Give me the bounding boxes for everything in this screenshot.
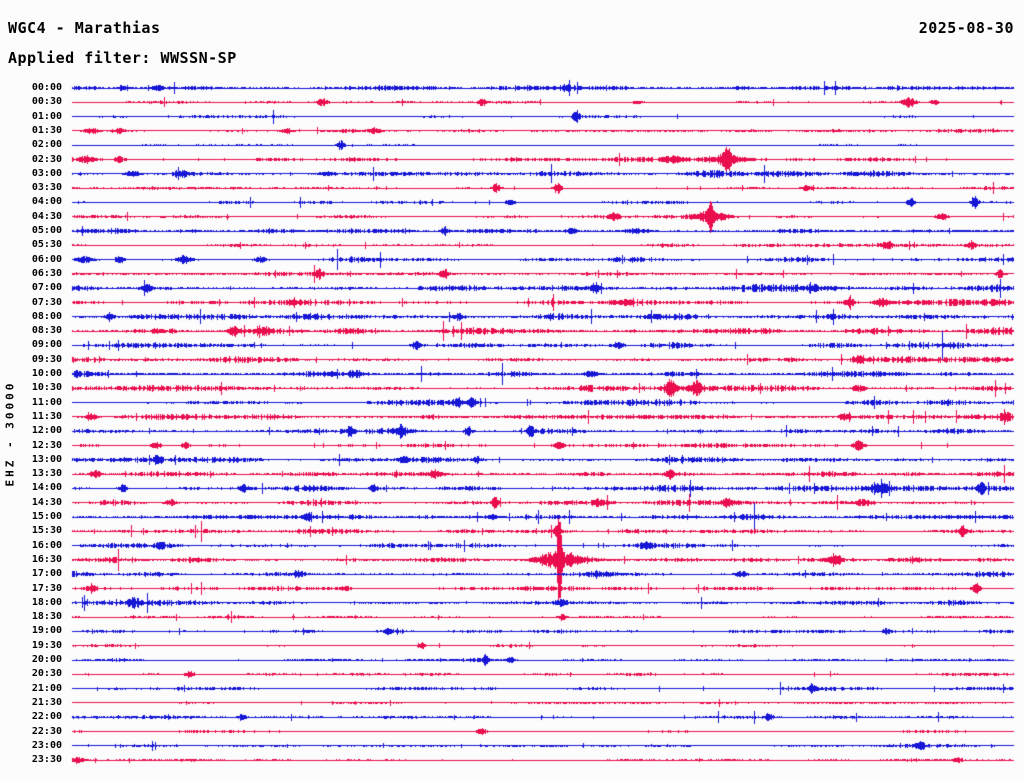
time-label: 09:30 [31,353,62,365]
time-label: 03:00 [31,167,62,179]
time-label: 12:30 [31,439,62,451]
time-label: 15:30 [31,525,62,537]
time-label: 02:00 [31,139,62,151]
time-label: 13:30 [31,468,62,480]
time-label: 04:00 [31,196,62,208]
time-label: 19:00 [31,625,62,637]
time-label: 20:00 [31,654,62,665]
time-label: 21:00 [31,682,62,694]
time-label: 09:00 [31,339,62,351]
time-label: 20:30 [31,668,62,680]
time-label: 18:30 [31,611,62,623]
time-label: 11:30 [31,410,62,422]
time-label: 04:30 [31,210,62,222]
time-label: 02:30 [31,153,62,165]
time-label: 00:00 [31,82,62,93]
date-label: 2025-08-30 [918,19,1014,37]
time-label: 10:00 [31,368,62,379]
time-label: 19:30 [31,639,62,651]
time-label: 10:30 [31,382,62,394]
time-label: 07:30 [31,296,62,308]
time-label: 17:00 [31,568,62,580]
time-label: 14:00 [31,482,62,494]
time-label: 16:00 [31,539,62,551]
time-label: 21:30 [31,696,62,708]
time-label: 15:00 [31,511,62,522]
time-label: 16:30 [31,553,62,565]
station-title: WGC4 - Marathias [8,19,161,37]
time-label: 22:00 [31,711,62,723]
time-label: 08:30 [31,325,62,337]
time-label: 23:30 [31,754,62,766]
time-label: 12:00 [31,425,62,437]
time-label: 18:00 [31,596,62,608]
time-label: 00:30 [31,96,62,108]
time-label: 13:00 [31,453,62,465]
time-label: 05:30 [31,239,62,251]
time-label: 03:30 [31,182,62,194]
time-label: 05:00 [31,225,62,236]
time-label: 01:00 [31,110,62,122]
time-label: 06:00 [31,253,62,265]
time-label: 06:30 [31,267,62,279]
time-label: 08:00 [31,310,62,322]
time-label: 17:30 [31,582,62,594]
time-label: 07:00 [31,282,62,294]
time-label: 01:30 [31,124,62,136]
time-label: 23:00 [31,739,62,751]
time-label: 22:30 [31,725,62,737]
time-label: 11:00 [31,396,62,408]
filter-label: Applied filter: WWSSN-SP [8,49,237,67]
time-label: 14:30 [31,496,62,508]
